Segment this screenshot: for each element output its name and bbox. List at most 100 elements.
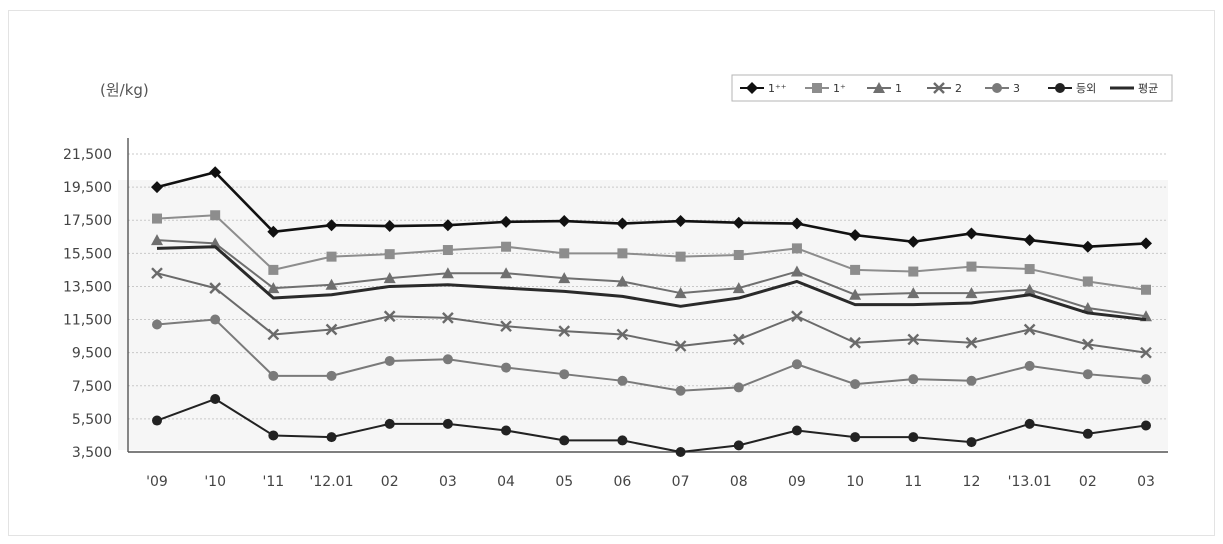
series-1-2-point: [616, 275, 629, 287]
series-1-0-point: [907, 235, 920, 248]
series-등외-5-point: [850, 432, 861, 443]
series-등외-5-point: [210, 394, 221, 405]
series-1-1-point: [442, 245, 453, 256]
marker-stroke: [1023, 323, 1036, 336]
x-tick-label: 08: [730, 474, 748, 490]
y-tick-label: 3,500: [72, 445, 112, 461]
marker-stroke: [616, 328, 629, 341]
marker-stroke: [1081, 338, 1094, 351]
series-1-2-point: [383, 272, 396, 284]
marker-stroke: [558, 325, 571, 337]
legend-swatch-marker: [933, 82, 945, 94]
series-2-3-point: [1023, 323, 1036, 336]
series-3-4-point: [152, 319, 162, 330]
series-1-1-point: [1082, 276, 1093, 287]
series-1-2-point: [965, 287, 978, 299]
legend-label: 평균: [1138, 82, 1158, 95]
x-tick-label: 03: [1137, 474, 1155, 490]
series-3-4-point: [675, 385, 686, 396]
series-2-3-point: [674, 340, 687, 352]
series-1-2-point: [849, 288, 862, 300]
series-2-3-point: [209, 282, 222, 294]
marker-stroke: [965, 336, 978, 349]
series-1-0-point: [732, 216, 745, 229]
series-2-3-point: [616, 328, 629, 341]
series-1-2-point: [558, 272, 571, 284]
series-1-0-point: [325, 219, 338, 232]
series-2-3-point: [965, 336, 978, 349]
series-1-1-point: [908, 266, 919, 277]
series-2-3-point: [558, 325, 571, 337]
legend-item: 3: [985, 82, 1020, 95]
y-tick-label: 19,500: [63, 180, 112, 196]
legend-label: 1⁺⁺: [768, 82, 787, 95]
series-1-2-point: [441, 267, 454, 279]
series-1-1-point: [268, 264, 279, 275]
series-1-0-point: [209, 166, 222, 179]
series-3-4-point: [268, 370, 279, 381]
series-1-1-point: [210, 210, 221, 221]
marker-stroke: [500, 320, 512, 333]
series-1-0-point: [1140, 237, 1152, 250]
y-axis-ticks: 21,500 19,500 17,500 15,500 13,500 11,500 9,50…: [63, 147, 112, 461]
series-1-1-point: [675, 251, 686, 262]
series-등외-5-point: [268, 430, 279, 441]
series-1-1-point: [559, 248, 570, 259]
legend-item: 등외: [1048, 82, 1096, 95]
marker-stroke: [674, 340, 687, 352]
series-1-0-point: [1023, 234, 1036, 247]
y-tick-label: 5,500: [72, 412, 112, 428]
series-3-4-point: [733, 382, 744, 393]
series-등외-5-point: [675, 447, 686, 457]
series-1-1-point: [733, 249, 744, 260]
y-tick-label: 15,500: [63, 246, 112, 262]
series-1-1-point: [152, 213, 162, 224]
series-3-4-point: [442, 354, 453, 365]
series-1-0-point: [674, 215, 687, 228]
series-3-4-point: [326, 370, 337, 381]
x-tick-label: 11: [904, 474, 922, 490]
x-tick-label: '10: [204, 474, 226, 490]
series-등외-5-point: [1141, 420, 1151, 431]
series-2-3-point: [1140, 346, 1152, 359]
series-1-1-line: [156, 214, 1147, 291]
x-tick-label: 07: [672, 474, 690, 490]
series-등외-5-point: [617, 435, 628, 446]
series-1-1-point: [1024, 264, 1035, 275]
y-tick-label: 11,500: [63, 313, 112, 329]
series-2-3-point: [442, 312, 454, 324]
legend-item: 1: [867, 82, 902, 95]
x-tick-label: 02: [381, 474, 399, 490]
marker-stroke: [383, 310, 396, 323]
series-3-4-point: [1024, 360, 1035, 371]
series-1-0-point: [790, 217, 803, 230]
legend-item: 1⁺⁺: [740, 82, 787, 95]
x-tick-label: 04: [497, 474, 515, 490]
series-1-2-point: [907, 287, 920, 299]
y-axis-unit-label: (원/kg): [100, 81, 149, 99]
series-2-3-point: [907, 333, 920, 346]
marker-stroke: [933, 82, 945, 94]
legend-box: [731, 74, 1173, 102]
series-1-2-point: [151, 234, 163, 246]
series-1-0-point: [500, 215, 513, 228]
series-등외-5-point: [908, 432, 919, 443]
x-tick-label: '11: [263, 474, 285, 490]
y-tick-label: 13,500: [63, 279, 112, 295]
y-tick-label: 7,500: [72, 379, 112, 395]
gridlines: [128, 153, 1168, 453]
marker-stroke: [849, 336, 861, 349]
series-3-4-point: [1082, 369, 1093, 380]
marker-stroke: [151, 267, 163, 280]
x-tick-label: '12.01: [310, 474, 354, 490]
series-3-4-point: [384, 355, 395, 366]
series-1-0-line: [156, 170, 1147, 249]
series-2-3-point: [732, 333, 745, 346]
series-3-4-point: [966, 375, 977, 386]
series-3-4-line: [156, 318, 1147, 392]
x-tick-label: 10: [846, 474, 864, 490]
x-tick-label: 03: [439, 474, 457, 490]
series-1-1-point: [326, 251, 337, 262]
series-2-3-point: [791, 310, 803, 323]
marker-stroke: [1140, 346, 1152, 359]
